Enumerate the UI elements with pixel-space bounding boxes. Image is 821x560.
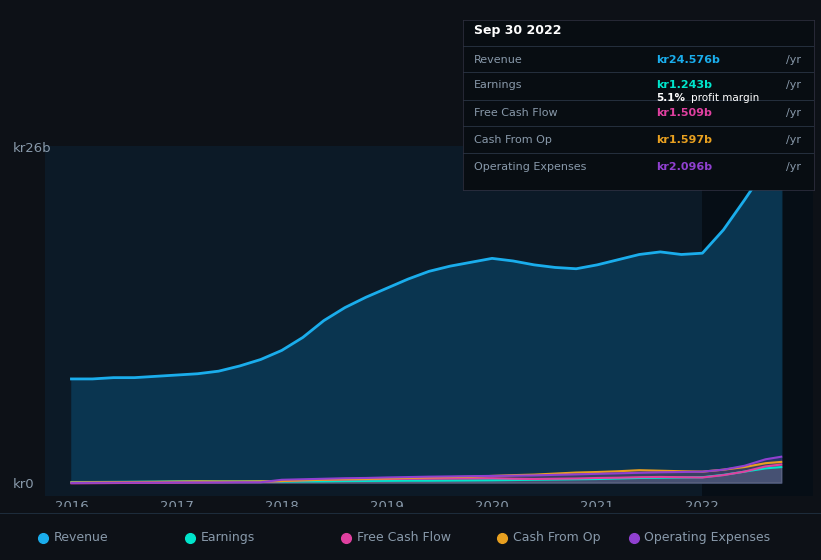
Text: profit margin: profit margin: [691, 92, 759, 102]
Text: Free Cash Flow: Free Cash Flow: [474, 108, 557, 118]
Text: Revenue: Revenue: [53, 531, 108, 544]
Text: /yr: /yr: [786, 108, 800, 118]
Text: Operating Expenses: Operating Expenses: [644, 531, 771, 544]
Text: kr1.597b: kr1.597b: [656, 134, 712, 144]
Text: Revenue: Revenue: [474, 55, 522, 65]
Text: kr2.096b: kr2.096b: [656, 162, 712, 172]
Text: Sep 30 2022: Sep 30 2022: [474, 24, 561, 37]
Text: Cash From Op: Cash From Op: [513, 531, 601, 544]
Text: Earnings: Earnings: [201, 531, 255, 544]
Text: /yr: /yr: [786, 80, 800, 90]
Text: kr1.243b: kr1.243b: [656, 80, 712, 90]
Text: 5.1%: 5.1%: [656, 92, 685, 102]
Text: kr26b: kr26b: [12, 142, 51, 155]
Text: /yr: /yr: [786, 55, 800, 65]
Text: kr0: kr0: [12, 478, 34, 491]
Text: Free Cash Flow: Free Cash Flow: [357, 531, 451, 544]
Text: /yr: /yr: [786, 134, 800, 144]
Text: Operating Expenses: Operating Expenses: [474, 162, 586, 172]
Bar: [703, 146, 818, 496]
Text: /yr: /yr: [786, 162, 800, 172]
Text: kr24.576b: kr24.576b: [656, 55, 720, 65]
Text: kr1.509b: kr1.509b: [656, 108, 712, 118]
Text: Earnings: Earnings: [474, 80, 522, 90]
Text: Cash From Op: Cash From Op: [474, 134, 552, 144]
